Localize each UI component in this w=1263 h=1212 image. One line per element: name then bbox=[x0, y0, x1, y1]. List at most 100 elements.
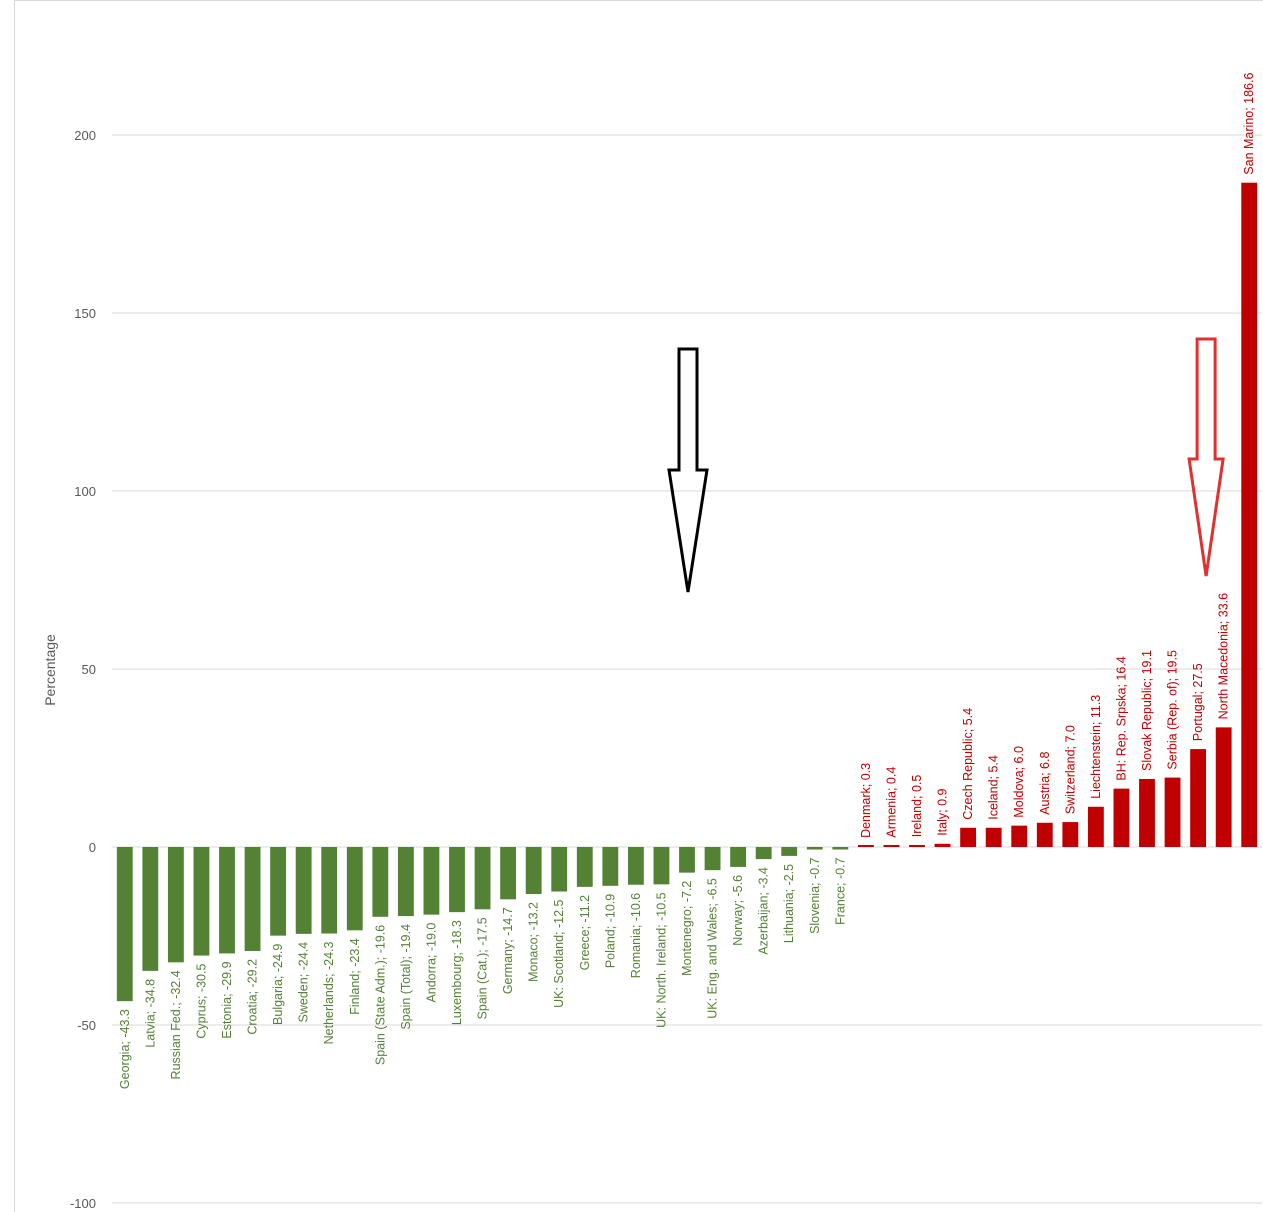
bar bbox=[857, 845, 874, 847]
data-label: Spain (Total); -19.4 bbox=[399, 924, 413, 1030]
bar bbox=[909, 845, 925, 847]
data-label: Slovak Republic; 19.1 bbox=[1140, 650, 1154, 771]
data-label: BH: Rep. Srpska; 16.4 bbox=[1114, 656, 1128, 780]
y-tick-label: 150 bbox=[74, 306, 96, 321]
bar bbox=[346, 847, 363, 931]
data-label: Liechtenstein; 11.3 bbox=[1089, 695, 1103, 799]
bar bbox=[755, 847, 772, 860]
bar bbox=[1241, 182, 1258, 848]
data-label: Greece; -11.2 bbox=[578, 895, 592, 971]
data-label: Andorra; -19.0 bbox=[424, 923, 438, 1003]
bar bbox=[627, 847, 644, 885]
y-axis-ticks: 200 150 100 50 0 -50 -100 bbox=[70, 128, 96, 1211]
bar bbox=[270, 847, 287, 936]
bar bbox=[525, 847, 542, 894]
bar bbox=[781, 847, 798, 856]
bar bbox=[551, 847, 568, 892]
bar bbox=[602, 847, 619, 886]
data-label: Switzerland; 7.0 bbox=[1063, 725, 1077, 814]
bar bbox=[1036, 822, 1053, 847]
data-label: Latvia; -34.8 bbox=[143, 979, 157, 1048]
bar bbox=[806, 847, 823, 850]
data-label: Moldova; 6.0 bbox=[1012, 746, 1026, 818]
bar bbox=[832, 847, 849, 850]
y-tick-label: 100 bbox=[74, 484, 96, 499]
bar bbox=[1087, 806, 1104, 847]
bar bbox=[1062, 822, 1079, 847]
data-label: Norway; -5.6 bbox=[731, 875, 745, 946]
data-label: Romania; -10.6 bbox=[629, 893, 643, 979]
bar bbox=[576, 847, 593, 887]
bar bbox=[1113, 788, 1130, 847]
data-label: Georgia; -43.3 bbox=[118, 1009, 132, 1089]
data-label: Denmark; 0.3 bbox=[859, 763, 873, 838]
y-axis-title: Percentage bbox=[42, 634, 58, 706]
data-label: Estonia; -29.9 bbox=[220, 961, 234, 1038]
bar bbox=[167, 847, 184, 963]
data-label: Azerbaijan; -3.4 bbox=[757, 867, 771, 955]
data-label: UK: Eng. and Wales; -6.5 bbox=[706, 878, 720, 1019]
data-label: Spain (Cat.); -17.5 bbox=[476, 917, 490, 1019]
data-label: Monaco; -13.2 bbox=[527, 902, 541, 982]
bar bbox=[1139, 779, 1155, 847]
bar bbox=[679, 847, 695, 873]
down-arrow-icon bbox=[1187, 337, 1225, 577]
bar bbox=[934, 843, 951, 847]
bar bbox=[142, 847, 159, 971]
y-tick-label: -50 bbox=[77, 1018, 96, 1033]
chart-frame bbox=[14, 0, 1263, 1212]
data-label: Serbia (Rep. of); 19.5 bbox=[1166, 650, 1180, 770]
bar bbox=[500, 847, 517, 900]
data-label: Spain (State Adm.); -19.6 bbox=[373, 925, 387, 1065]
data-label: North Macedonia; 33.6 bbox=[1217, 593, 1231, 720]
data-label: Finland; -23.4 bbox=[348, 938, 362, 1014]
bar bbox=[960, 827, 977, 847]
bar bbox=[1215, 727, 1232, 847]
data-label: Bulgaria; -24.9 bbox=[271, 944, 285, 1025]
data-label: Austria; 6.8 bbox=[1038, 752, 1052, 815]
data-label: Lithuania; -2.5 bbox=[782, 864, 796, 943]
data-label: Montenegro; -7.2 bbox=[680, 881, 694, 976]
bar bbox=[219, 847, 235, 954]
data-label: UK: North. Ireland; -10.5 bbox=[654, 892, 668, 1028]
data-label: Sweden; -24.4 bbox=[297, 942, 311, 1023]
annotations bbox=[667, 337, 1225, 593]
data-label: Cyprus; -30.5 bbox=[194, 964, 208, 1039]
bar bbox=[1164, 777, 1181, 847]
bar bbox=[704, 847, 721, 871]
data-label: Italy; 0.9 bbox=[936, 789, 950, 836]
data-label: Portugal; 27.5 bbox=[1191, 663, 1205, 741]
bar bbox=[883, 845, 900, 847]
data-label: Croatia; -29.2 bbox=[246, 959, 260, 1035]
data-label: Slovenia; -0.7 bbox=[808, 857, 822, 933]
data-label: Czech Republic; 5.4 bbox=[961, 708, 975, 820]
down-arrow-icon bbox=[667, 347, 709, 593]
bar bbox=[653, 847, 670, 885]
bar bbox=[985, 827, 1002, 847]
data-label: Poland; -10.9 bbox=[603, 894, 617, 968]
bar bbox=[730, 847, 747, 867]
data-label: UK: Scotland; -12.5 bbox=[552, 899, 566, 1007]
data-label: Germany; -14.7 bbox=[501, 907, 515, 994]
data-label: Netherlands; -24.3 bbox=[322, 941, 336, 1044]
data-label: Armenia; 0.4 bbox=[884, 767, 898, 838]
bar bbox=[116, 847, 133, 1002]
y-tick-label: 200 bbox=[74, 128, 96, 143]
bar bbox=[193, 847, 210, 956]
bar bbox=[295, 847, 312, 934]
data-label: France; -0.7 bbox=[833, 857, 847, 924]
bar bbox=[372, 847, 389, 917]
bar bbox=[449, 847, 465, 913]
bar bbox=[321, 847, 338, 934]
data-labels: Georgia; -43.3 Latvia; -34.8 Russian Fed.;… bbox=[118, 73, 1256, 1090]
data-label: San Marino; 186.6 bbox=[1242, 73, 1256, 175]
bar bbox=[474, 847, 491, 910]
y-tick-label: 50 bbox=[82, 662, 96, 677]
y-tick-label: -100 bbox=[70, 1196, 96, 1211]
bar bbox=[1190, 749, 1207, 847]
data-label: Russian Fed.; -32.4 bbox=[169, 970, 183, 1079]
data-label: Ireland; 0.5 bbox=[910, 775, 924, 838]
bar bbox=[244, 847, 261, 951]
bar bbox=[397, 847, 414, 917]
